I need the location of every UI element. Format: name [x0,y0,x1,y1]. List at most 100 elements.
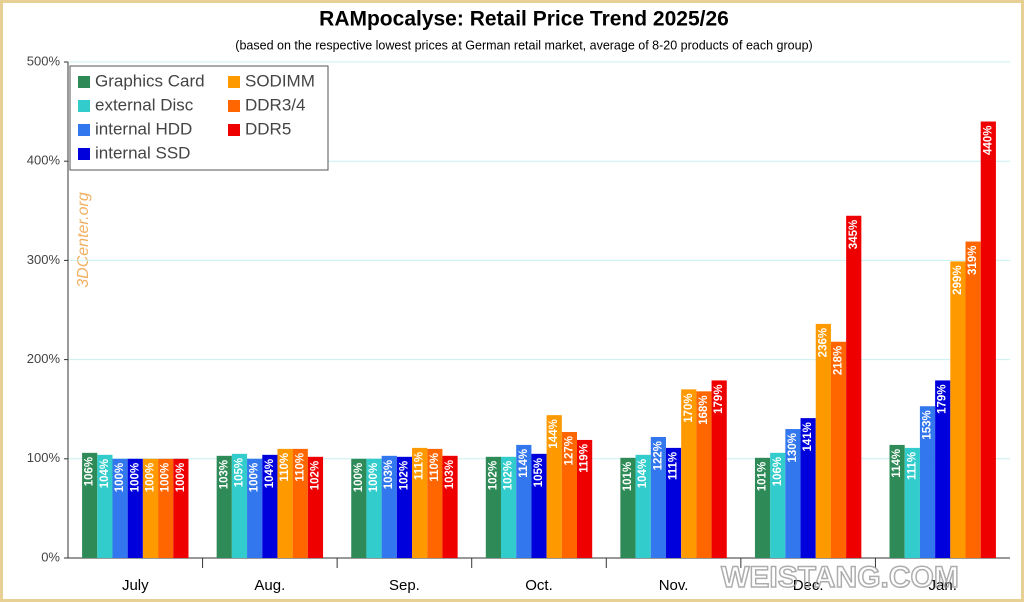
value-label: 100% [114,463,126,492]
value-label: 440% [982,126,994,155]
value-label: 102% [503,461,515,490]
legend-swatch [78,148,90,160]
value-label: 100% [175,463,187,492]
value-label: 111% [668,452,680,480]
y-tick-label: 500% [27,53,61,68]
bar [427,448,443,558]
x-tick-label: July [122,577,149,594]
bar [231,453,248,558]
bar [158,458,174,558]
value-label: 106% [84,457,96,486]
x-tick-label: Aug. [254,577,285,594]
bar [277,448,293,558]
value-label: 122% [652,441,664,470]
bar [650,436,666,558]
bar [800,418,816,558]
bar [965,241,981,558]
x-tick-label: Oct. [525,577,553,594]
legend-swatch [228,124,240,136]
y-tick-label: 200% [27,351,61,366]
value-label: 103% [218,460,230,489]
bar [635,454,651,558]
bar [577,439,593,558]
value-label: 218% [833,346,845,375]
bar [262,454,278,558]
legend: Graphics Card external Disc internal HDD in… [69,65,329,171]
legend-label: internal SSD [95,143,190,162]
bar [904,447,920,558]
value-label: 114% [891,449,903,478]
bar [216,455,232,558]
legend-label: DDR5 [245,119,291,138]
bar [681,389,697,558]
bar [173,458,189,558]
watermark: 3DCenter.org [75,192,92,288]
value-label: 103% [383,460,395,489]
chart-subtitle: (based on the respective lowest prices a… [235,38,812,52]
bar [351,458,367,558]
x-tick-label: Dec. [793,577,824,594]
value-label: 100% [160,463,172,492]
value-label: 168% [698,395,710,424]
bar [830,341,847,558]
bar [442,455,458,558]
bar [247,458,263,558]
legend-label: DDR3/4 [245,95,305,114]
bar [501,456,517,558]
value-label: 102% [309,461,321,490]
y-tick-label: 400% [27,153,61,168]
bar [919,406,936,558]
value-label: 114% [518,449,530,478]
bar [696,391,712,558]
value-label: 100% [129,463,141,492]
value-label: 179% [937,384,949,413]
bar [412,447,428,558]
value-label: 100% [249,463,261,492]
legend-swatch [228,76,240,88]
x-tick-label: Sep. [389,577,420,594]
value-label: 153% [922,410,934,439]
legend-label: external Disc [95,95,194,114]
value-label: 105% [533,458,545,487]
legend-box [69,65,329,171]
value-label: 110% [294,453,306,482]
bar [935,380,951,558]
value-label: 299% [952,265,964,294]
value-label: 236% [817,328,829,357]
bar [396,456,413,558]
x-tick-label: Jan. [929,577,957,594]
bar [366,458,382,558]
bar [97,454,113,558]
bar [485,456,501,558]
bar [561,432,577,558]
value-label: 141% [802,422,814,451]
value-label: 319% [967,246,979,275]
value-label: 170% [683,393,695,422]
value-label: 144% [548,419,560,448]
bar [980,121,996,559]
legend-swatch [78,100,90,112]
value-label: 111% [414,452,426,480]
bar [127,458,143,558]
value-label: 110% [429,453,441,482]
bar [546,415,562,558]
chart-title: RAMpocalyse: Retail Price Trend 2025/26 [319,8,729,31]
value-label: 102% [398,461,410,490]
bar [950,261,966,558]
bar [142,458,159,558]
bar [112,458,128,558]
bar [754,457,771,558]
value-label: 110% [279,453,291,482]
bar [711,380,727,558]
bar [531,453,547,558]
value-label: 100% [368,463,380,492]
legend-swatch [78,76,90,88]
value-label: 100% [145,463,157,492]
value-label: 104% [264,459,276,488]
bar [889,444,905,558]
y-tick-label: 100% [27,450,61,465]
bar [516,444,532,558]
value-label: 101% [757,462,769,491]
